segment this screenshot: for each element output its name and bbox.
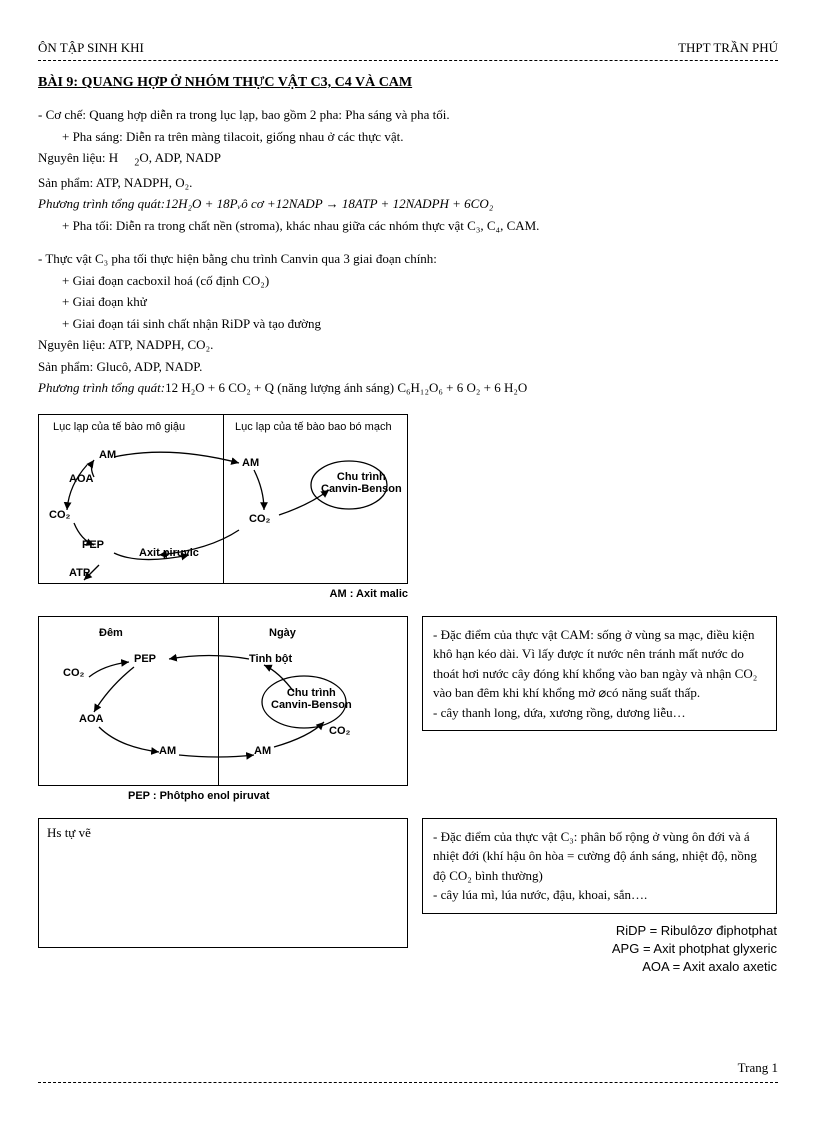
line-materials: Nguyên liệu: H 2O, ADP, NADP [38,148,778,171]
student-draw-box: Hs tự vẽ [38,818,408,948]
d2-am2: AM [254,745,271,757]
d2-calvin: Chu trình Canvin-Benson [271,687,352,711]
line-equation1: Phương trình tổng quát:12H₂O + 18Pᵥô cơ … [38,194,778,214]
d1-caption: AM : Axit malic [38,588,408,600]
d2-aoa: AOA [79,713,103,725]
d1-arrows [39,415,409,585]
d2-caption: PEP : Phôtpho enol piruvat [38,790,408,802]
cam-info-box: - Đặc điểm của thực vật CAM: sống ở vùng… [422,616,777,732]
d2-co2-2: CO₂ [329,725,350,737]
d2-am1: AM [159,745,176,757]
d1-am1: AM [99,449,116,461]
d1-calvin: Chu trình Canvin-Benson [321,471,402,495]
d1-am2: AM [242,457,259,469]
page-number: Trang 1 [38,1060,778,1076]
line-equation2: Phương trình tổng quát:12 H₂O + 6 CO₂ + … [38,378,778,398]
abbreviations: RiDP = Ribulôzơ điphotphat APG = Axit ph… [422,922,777,977]
lesson-title: BÀI 9: QUANG HỢP Ở NHÓM THỰC VẬT C3, C4 … [38,75,778,91]
d2-co2: CO₂ [63,667,84,679]
line-products: Sản phẩm: ATP, NADPH, O₂. [38,173,778,193]
d1-axit: Axit piruvic [139,547,199,559]
footer-divider [38,1082,778,1083]
d1-atp: ATP [69,567,90,579]
line-c3-intro: - Thực vật C₃ pha tối thực hiện bằng chu… [38,249,778,269]
diagram-c4: Lục lạp của tế bào mô giậu Lục lạp của t… [38,414,408,584]
line-dark-phase: + Pha tối: Diễn ra trong chất nền (strom… [62,216,778,236]
line-stage2: + Giai đoạn khử [62,292,778,312]
d1-co2-2: CO₂ [249,513,270,525]
d2-pep: PEP [134,653,156,665]
d1-co2-1: CO₂ [49,509,70,521]
line-stage3: + Giai đoạn tái sinh chất nhận RiDP và t… [62,314,778,334]
header-divider [38,60,778,61]
line-stage1: + Giai đoạn cacboxil hoá (cố định CO₂) [62,271,778,291]
diagram-cam: Đêm Ngày CO₂ PEP AOA AM AM Tinh bột Chu … [38,616,408,786]
header-left: ÔN TẬP SINH KHI [38,40,144,56]
d2-tinhbot: Tinh bột [249,653,292,665]
header-right: THPT TRẦN PHÚ [678,40,778,56]
line-materials2: Nguyên liệu: ATP, NADPH, CO₂. [38,335,778,355]
line-mechanism: - Cơ chế: Quang hợp diễn ra trong lục lạ… [38,105,778,125]
d1-pep: PEP [82,539,104,551]
line-light-phase: + Pha sáng: Diễn ra trên màng tilacoit, … [62,127,778,147]
d2-arrows [39,617,409,787]
d1-aoa: AOA [69,473,93,485]
line-products2: Sản phẩm: Glucô, ADP, NADP. [38,357,778,377]
c3-info-box: - Đặc điểm của thực vật C₃: phân bố rộng… [422,818,777,914]
